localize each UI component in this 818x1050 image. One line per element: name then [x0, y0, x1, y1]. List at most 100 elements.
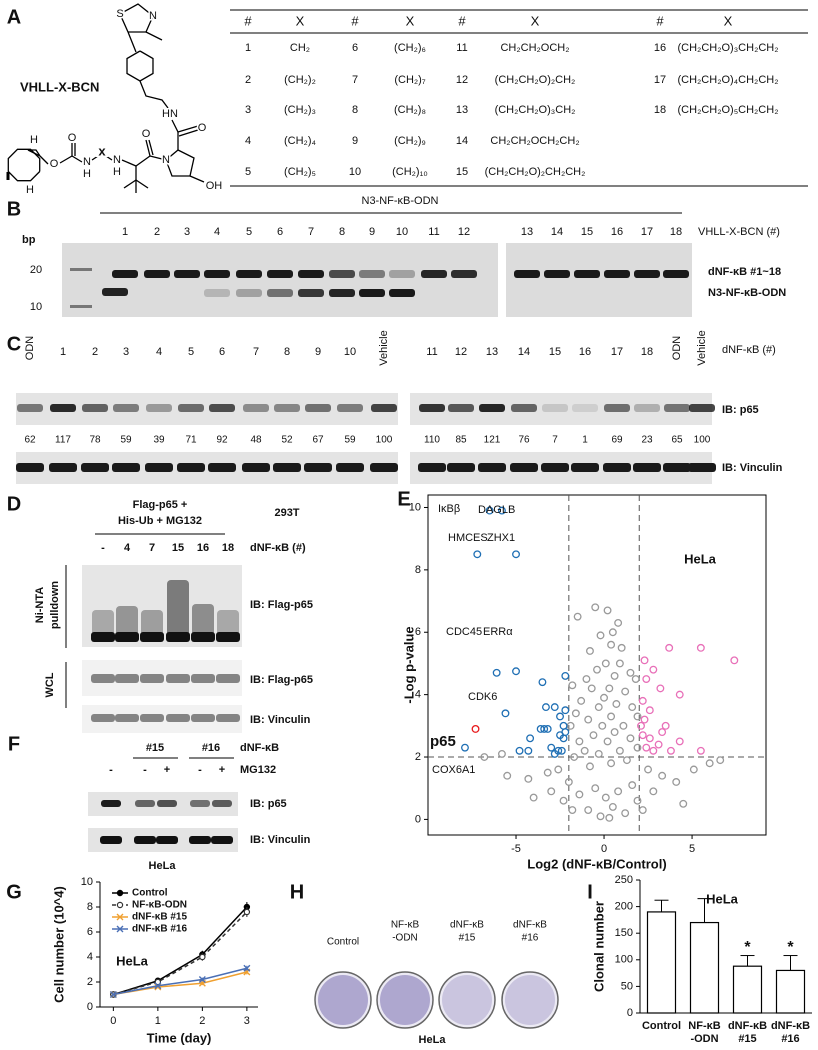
x-tick-label: 0	[110, 1015, 116, 1027]
blot-band	[243, 404, 269, 412]
plot-frame	[427, 494, 767, 836]
cell-line: HeLa	[684, 551, 717, 566]
data-point	[550, 749, 559, 758]
x-tick-label: Control	[642, 1020, 681, 1032]
legend-label: NF-κB-ODN	[132, 900, 187, 911]
gel-band	[298, 270, 324, 278]
data-point	[608, 628, 617, 637]
blot-band	[212, 800, 232, 807]
quantification: 76	[518, 435, 530, 446]
lane-label: 8	[284, 346, 290, 358]
data-point	[696, 643, 705, 652]
quantification: 59	[344, 435, 356, 446]
data-point	[638, 731, 647, 740]
data-point	[512, 667, 520, 676]
bond	[149, 155, 167, 161]
data-point	[644, 765, 653, 774]
table-cell: (CH₂)₇	[394, 74, 425, 86]
x-tick-label: 0	[601, 843, 607, 855]
data-point	[617, 643, 626, 652]
quantification: 39	[153, 435, 165, 446]
table-cell: (CH₂CH₂O)₅CH₂CH₂	[678, 104, 779, 116]
colony-stain	[442, 975, 492, 1025]
data-point	[561, 728, 570, 737]
data-point	[622, 756, 631, 765]
atom-label: O	[198, 122, 207, 134]
blot-band	[208, 463, 236, 472]
lane-label: 9	[315, 346, 321, 358]
table-header: X	[724, 13, 733, 28]
data-point	[557, 746, 566, 755]
data-point	[645, 706, 654, 715]
bond	[165, 149, 195, 177]
blot-band	[134, 836, 156, 844]
gel-band	[329, 270, 355, 278]
gel-band	[574, 270, 600, 278]
point-annotation: HMCES	[448, 532, 488, 544]
panel-label: C	[7, 333, 21, 355]
y-tick-label: 10	[81, 876, 93, 888]
data-point	[570, 753, 579, 761]
atom-label: O	[142, 128, 151, 140]
size-marker: 10	[30, 301, 42, 313]
data-point	[559, 796, 568, 805]
gel-band	[204, 289, 230, 297]
quantification: 100	[694, 435, 711, 446]
gel-band	[663, 270, 689, 278]
blot-band	[242, 463, 270, 472]
treatment-title: MG132	[240, 764, 276, 776]
lane-label: 15	[549, 346, 561, 358]
data-point	[568, 681, 577, 690]
data-point	[582, 675, 591, 683]
bond	[171, 119, 199, 133]
panel-label: B	[7, 198, 21, 220]
data-point	[596, 812, 605, 821]
treatment: Flag-p65 +	[133, 499, 188, 511]
gel-band	[298, 289, 324, 297]
blot-band	[688, 463, 716, 472]
data-point	[615, 746, 624, 755]
compound-name: VHLL-X-BCN	[20, 79, 99, 94]
data-point	[605, 813, 614, 822]
y-tick-label: 2	[415, 751, 421, 763]
lane-label: Vehicle	[696, 330, 708, 365]
data-point	[601, 793, 610, 802]
data-point	[605, 684, 614, 693]
point-annotation: ERRα	[483, 626, 513, 638]
significance-mark: *	[744, 939, 751, 956]
quantification: 1	[582, 435, 588, 446]
legend-label: dNF-κB #15	[132, 912, 187, 923]
blot-band	[16, 463, 44, 472]
table-cell: 12	[456, 74, 468, 86]
data-point	[607, 640, 616, 649]
table-header: #	[656, 13, 664, 28]
blot-band	[100, 836, 122, 844]
blot-band	[664, 404, 690, 412]
bar	[689, 921, 720, 1014]
quantification: 7	[552, 435, 558, 446]
data-point	[640, 656, 649, 665]
lane-label: 13	[521, 226, 533, 238]
data-point	[621, 809, 630, 818]
culture-dish	[501, 971, 559, 1029]
benzene-ring	[126, 50, 154, 82]
data-point	[607, 712, 616, 721]
x-tick-label: dNF-κB	[728, 1020, 767, 1032]
blot-band	[191, 632, 215, 642]
gel-band	[102, 288, 128, 296]
data-point	[661, 721, 670, 730]
lane-label: 12	[458, 226, 470, 238]
table-cell: CH₂	[290, 42, 310, 54]
data-point	[473, 550, 482, 559]
lane-label: 15	[581, 226, 593, 238]
gel-band	[389, 270, 415, 278]
bond	[127, 31, 137, 53]
lane-label: 15	[172, 542, 184, 554]
data-marker	[243, 908, 251, 916]
data-point	[538, 678, 547, 687]
lane-label: 1	[122, 226, 128, 238]
bond	[121, 159, 137, 167]
blot-band	[157, 800, 177, 807]
bond	[145, 31, 163, 41]
data-point	[610, 671, 619, 680]
